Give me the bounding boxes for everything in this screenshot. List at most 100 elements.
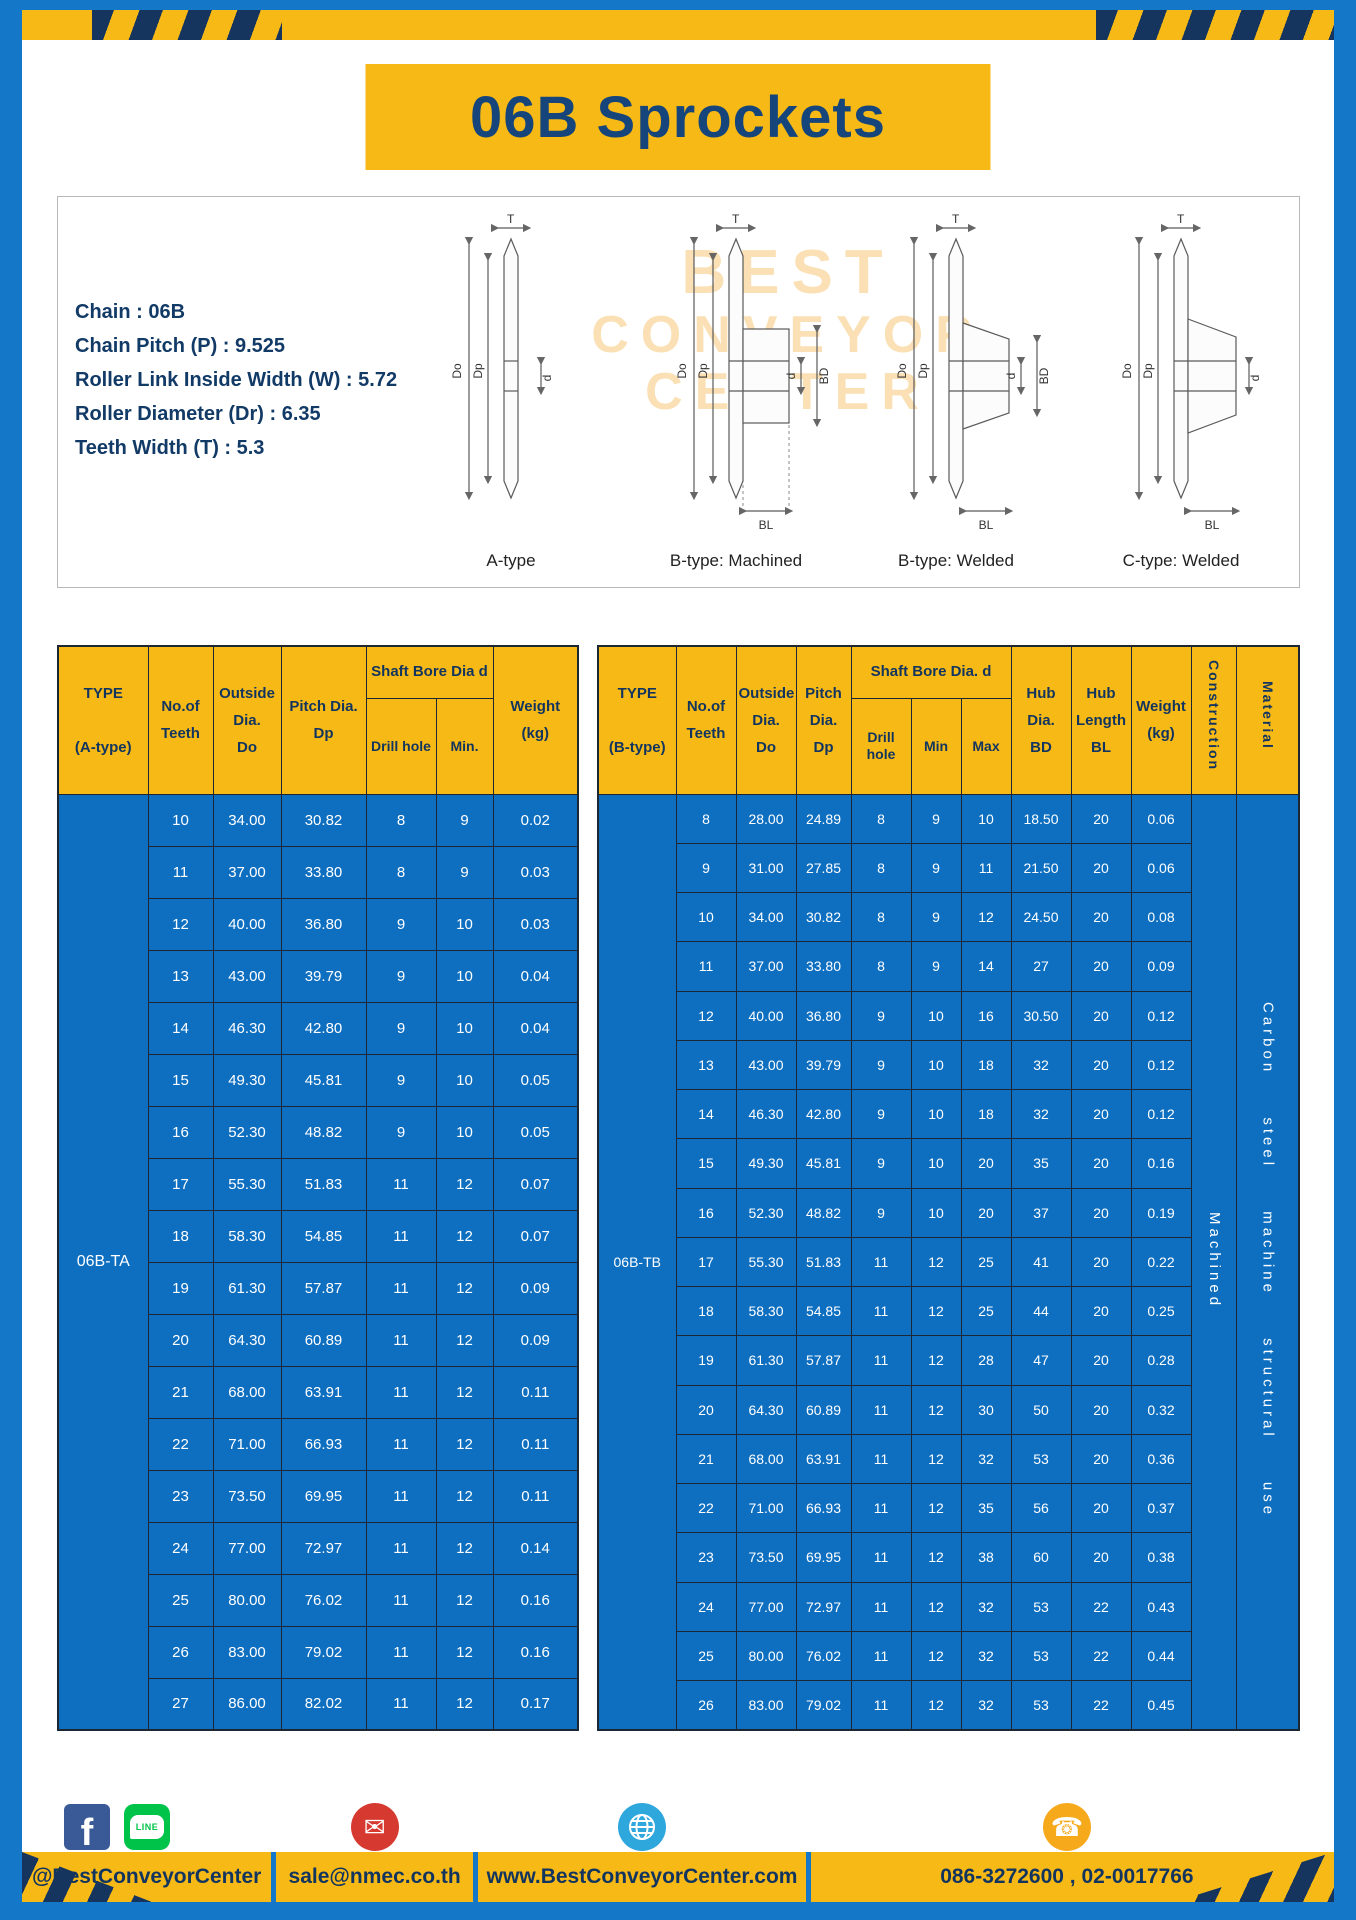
material-cell: Carbon steel machine structural use — [1235, 793, 1300, 1731]
table-cell: 15 — [675, 1138, 737, 1189]
table-cell: 0.09 — [492, 1261, 579, 1315]
table-cell: 33.80 — [280, 845, 367, 899]
table-cell: 30.82 — [795, 891, 852, 943]
footer-icons-phone — [811, 1803, 1323, 1851]
table-cell: 14 — [960, 941, 1012, 992]
line-icon — [124, 1804, 170, 1850]
table-cell: 11 — [365, 1677, 437, 1731]
dim-label-do: Do — [1120, 363, 1134, 379]
table-cell: 20 — [1070, 1384, 1132, 1435]
table-a-type: TYPE (A-type) No.of Teeth Outside Dia. D… — [57, 645, 579, 1731]
dim-label-dp: Dp — [471, 363, 485, 379]
table-cell: 23 — [675, 1532, 737, 1583]
table-cell: 20 — [960, 1138, 1012, 1189]
table-cell: 49.30 — [212, 1053, 282, 1107]
table-row: 15 49.30 45.81 9 10 20 35 20 0.16 — [598, 1138, 1299, 1189]
table-cell: 37 — [1010, 1187, 1072, 1238]
table-cell: 0.09 — [492, 1313, 579, 1367]
table-cell: 32 — [960, 1433, 1012, 1485]
table-cell: 9 — [365, 1053, 437, 1107]
table-cell: 11 — [850, 1581, 912, 1632]
table-cell: 54.85 — [280, 1209, 367, 1263]
table-b-body: 06B-TB 8 28.00 24.89 8 9 10 18.50 20 0.06 Machined… — [597, 793, 1300, 1731]
table-row: 22 71.00 66.93 11 12 0.11 — [58, 1417, 579, 1471]
table-cell: 11 — [365, 1521, 437, 1575]
table-cell: 21 — [675, 1433, 737, 1485]
table-cell: 0.28 — [1130, 1335, 1192, 1386]
table-cell: 19 — [675, 1335, 737, 1386]
table-cell: 10 — [910, 990, 962, 1041]
table-cell: 0.22 — [1130, 1236, 1192, 1288]
table-cell: 10 — [147, 793, 214, 847]
dim-label-d: d — [1004, 373, 1018, 380]
dim-label-t: T — [507, 212, 515, 226]
table-cell: 32 — [1010, 1039, 1072, 1091]
table-row: 17 55.30 51.83 11 12 25 41 20 0.22 — [598, 1236, 1299, 1288]
table-cell: 11 — [365, 1625, 437, 1679]
table-cell: 12 — [435, 1157, 494, 1211]
dim-label-bl: BL — [1205, 518, 1220, 532]
table-cell: 19 — [147, 1261, 214, 1315]
table-cell: 10 — [910, 1088, 962, 1140]
table-row: 24 77.00 72.97 11 12 32 53 22 0.43 — [598, 1581, 1299, 1632]
table-cell: 20 — [1070, 842, 1132, 894]
table-cell: 28 — [960, 1335, 1012, 1386]
table-cell: 16 — [147, 1105, 214, 1159]
table-cell: 52.30 — [735, 1187, 797, 1238]
table-cell: 34.00 — [212, 793, 282, 847]
table-b-type: TYPE (B-type) No.of Teeth Outside Dia. D… — [597, 645, 1300, 1731]
type-cell: 06B-TB — [597, 793, 677, 1731]
table-cell: 76.02 — [280, 1573, 367, 1627]
diagram-label: B-type: Welded — [898, 551, 1014, 570]
table-cell: 73.50 — [735, 1532, 797, 1583]
table-cell: 14 — [147, 1001, 214, 1055]
table-cell: 9 — [435, 845, 494, 899]
table-cell: 77.00 — [735, 1581, 797, 1632]
table-cell: 22 — [147, 1417, 214, 1471]
table-cell: 27 — [147, 1677, 214, 1731]
dim-label-bd: BD — [1037, 367, 1051, 384]
th-weight: Weight (kg) — [1130, 645, 1192, 795]
spec-line: Chain : 06B — [75, 301, 186, 323]
table-cell: 45.81 — [280, 1053, 367, 1107]
globe-icon — [618, 1803, 667, 1851]
table-cell: 20 — [1070, 1039, 1132, 1091]
table-cell: 25 — [960, 1285, 1012, 1337]
table-cell: 43.00 — [212, 949, 282, 1003]
table-cell: 26 — [675, 1680, 737, 1731]
table-cell: 12 — [147, 897, 214, 951]
table-cell: 42.80 — [280, 1001, 367, 1055]
table-cell: 20 — [1070, 1138, 1132, 1189]
table-row: 14 46.30 42.80 9 10 0.04 — [58, 1001, 579, 1055]
table-row: 18 58.30 54.85 11 12 25 44 20 0.25 — [598, 1285, 1299, 1337]
table-cell: 30.50 — [1010, 990, 1072, 1041]
table-cell: 11 — [365, 1365, 437, 1419]
material-cell-text: Carbon steel machine structural use — [1259, 1002, 1277, 1519]
table-cell: 26 — [147, 1625, 214, 1679]
dim-label-do: Do — [895, 363, 909, 379]
table-cell: 32 — [960, 1680, 1012, 1731]
th-material: Material — [1235, 645, 1300, 795]
construction-cell-text: Machined — [1205, 1211, 1223, 1309]
spec-lines: Chain : 06B Chain Pitch (P) : 9.525 Roller… — [75, 295, 397, 465]
table-cell: 36.80 — [795, 990, 852, 1041]
table-cell: 22 — [1070, 1630, 1132, 1682]
table-row: 17 55.30 51.83 11 12 0.07 — [58, 1157, 579, 1211]
table-cell: 9 — [365, 1105, 437, 1159]
table-cell: 12 — [910, 1532, 962, 1583]
dim-label-bl: BL — [979, 518, 994, 532]
table-cell: 20 — [1070, 1482, 1132, 1534]
th-pitch-dia: Pitch Dia. Dp — [280, 645, 367, 795]
table-cell: 77.00 — [212, 1521, 282, 1575]
table-row: 20 64.30 60.89 11 12 0.09 — [58, 1313, 579, 1367]
table-cell: 18 — [675, 1285, 737, 1337]
table-cell: 82.02 — [280, 1677, 367, 1731]
table-cell: 21.50 — [1010, 842, 1072, 894]
table-cell: 10 — [435, 1053, 494, 1107]
table-cell: 18.50 — [1010, 793, 1072, 844]
table-cell: 66.93 — [280, 1417, 367, 1471]
footer-divider — [271, 1852, 277, 1902]
table-cell: 86.00 — [212, 1677, 282, 1731]
frame-right — [1334, 0, 1356, 1920]
table-row: 11 37.00 33.80 8 9 14 27 20 0.09 — [598, 941, 1299, 992]
